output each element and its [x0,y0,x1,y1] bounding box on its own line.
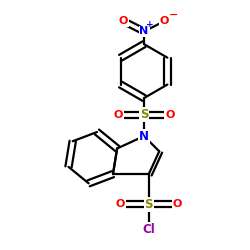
Text: O: O [172,199,182,209]
Text: N: N [139,130,149,142]
Text: O: O [119,16,128,26]
Text: +: + [146,20,154,29]
Text: N: N [140,26,149,36]
Text: S: S [144,198,153,211]
Text: O: O [116,199,125,209]
Text: Cl: Cl [142,223,155,236]
Text: −: − [169,10,178,20]
Text: O: O [113,110,123,120]
Text: S: S [140,108,148,121]
Text: O: O [165,110,175,120]
Text: O: O [160,16,169,26]
